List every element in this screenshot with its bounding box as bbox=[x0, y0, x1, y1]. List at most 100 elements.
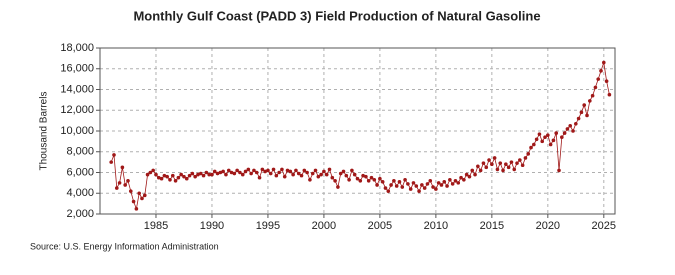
data-point bbox=[481, 161, 486, 165]
data-point bbox=[490, 162, 494, 166]
source-note: Source: U.S. Energy Information Administ… bbox=[30, 241, 219, 251]
data-point bbox=[476, 164, 480, 169]
data-point bbox=[532, 142, 536, 147]
data-point bbox=[431, 185, 435, 189]
data-point bbox=[537, 132, 542, 136]
data-point bbox=[450, 182, 455, 186]
data-point bbox=[294, 168, 298, 173]
data-point bbox=[182, 174, 186, 179]
data-point bbox=[198, 171, 203, 176]
data-point bbox=[464, 172, 469, 177]
data-point bbox=[358, 179, 363, 183]
data-point bbox=[459, 175, 463, 180]
data-point bbox=[568, 124, 573, 128]
data-point bbox=[602, 60, 606, 65]
data-point bbox=[165, 174, 169, 179]
data-point bbox=[495, 167, 500, 172]
data-point bbox=[271, 167, 276, 172]
data-point bbox=[501, 168, 505, 173]
data-point bbox=[201, 173, 206, 178]
data-point bbox=[397, 180, 402, 184]
data-point bbox=[120, 165, 125, 170]
data-point bbox=[467, 174, 472, 179]
data-point bbox=[389, 183, 393, 187]
data-point bbox=[509, 160, 514, 164]
data-point bbox=[310, 171, 315, 176]
data-point bbox=[324, 172, 329, 177]
data-point bbox=[341, 169, 346, 174]
data-point bbox=[215, 171, 220, 176]
data-point bbox=[422, 186, 427, 190]
data-point bbox=[134, 207, 139, 211]
x-tick-label: 2015 bbox=[480, 220, 504, 232]
data-point bbox=[562, 131, 567, 135]
data-point bbox=[257, 175, 262, 180]
data-point bbox=[131, 199, 136, 204]
data-point bbox=[355, 176, 360, 181]
data-point bbox=[588, 99, 592, 103]
data-point bbox=[322, 169, 326, 174]
x-tick-label: 1995 bbox=[256, 220, 280, 232]
data-point bbox=[546, 133, 550, 137]
x-tick-label: 1990 bbox=[200, 220, 224, 232]
data-point bbox=[308, 177, 312, 182]
data-point bbox=[347, 177, 351, 182]
data-point bbox=[484, 165, 489, 170]
x-tick-label: 2025 bbox=[592, 220, 616, 232]
data-point bbox=[448, 177, 452, 182]
data-point bbox=[560, 135, 564, 140]
data-point bbox=[350, 168, 354, 173]
data-point bbox=[352, 172, 357, 177]
data-point bbox=[140, 196, 144, 201]
data-point bbox=[487, 158, 491, 162]
y-tick-label: 14,000 bbox=[60, 83, 94, 95]
data-point bbox=[196, 172, 200, 177]
data-point bbox=[554, 131, 559, 135]
data-point bbox=[221, 169, 225, 174]
data-point bbox=[453, 179, 458, 183]
data-point bbox=[190, 171, 195, 176]
data-point bbox=[526, 152, 531, 156]
data-point bbox=[316, 174, 321, 179]
data-point bbox=[291, 172, 295, 177]
data-point bbox=[599, 69, 603, 73]
data-point bbox=[557, 168, 561, 173]
y-tick-label: 4,000 bbox=[66, 187, 94, 199]
data-point bbox=[246, 167, 251, 172]
y-tick-label: 12,000 bbox=[60, 104, 94, 116]
data-point bbox=[439, 183, 444, 187]
data-point bbox=[515, 161, 519, 165]
data-point bbox=[210, 172, 214, 177]
data-point bbox=[148, 170, 153, 175]
data-point bbox=[420, 183, 424, 187]
data-point bbox=[574, 121, 578, 126]
data-point bbox=[305, 170, 309, 175]
data-point bbox=[235, 168, 239, 173]
data-point bbox=[274, 173, 279, 178]
data-point bbox=[184, 176, 189, 181]
data-point bbox=[187, 173, 192, 178]
data-point bbox=[504, 162, 508, 166]
data-point bbox=[156, 175, 161, 180]
data-point bbox=[565, 127, 570, 131]
data-point bbox=[512, 167, 517, 172]
data-point bbox=[204, 170, 209, 175]
data-point bbox=[579, 110, 584, 115]
data-point bbox=[277, 170, 281, 175]
data-point bbox=[126, 179, 130, 183]
data-point bbox=[109, 160, 113, 164]
data-point bbox=[520, 163, 525, 168]
y-tick-label: 2,000 bbox=[66, 208, 94, 220]
data-point bbox=[534, 137, 539, 142]
data-point bbox=[319, 172, 323, 177]
data-point bbox=[173, 179, 178, 183]
data-point bbox=[523, 156, 528, 160]
data-point bbox=[282, 174, 287, 179]
data-point bbox=[473, 172, 477, 177]
data-point bbox=[456, 181, 461, 185]
series-line bbox=[110, 62, 610, 211]
data-point bbox=[254, 170, 259, 175]
data-point bbox=[571, 129, 575, 133]
data-point bbox=[112, 153, 116, 157]
